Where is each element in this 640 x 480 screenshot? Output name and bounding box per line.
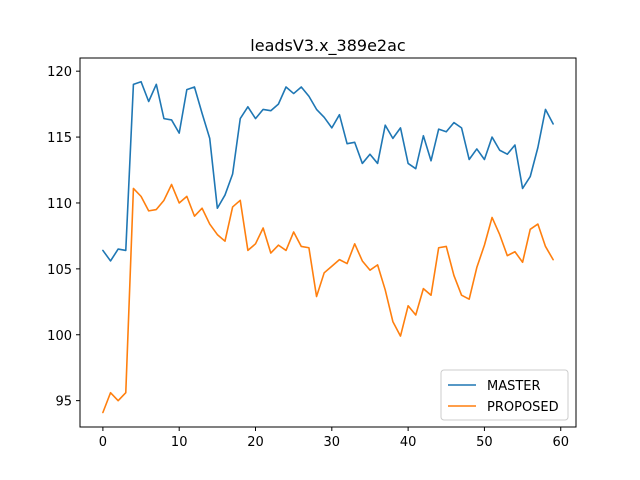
- ticks-layer: 0 10 20 30 40 50 60 95 100 105 110 115 120: [47, 65, 569, 450]
- x-tick-label: 40: [400, 435, 417, 450]
- y-tick-label: 100: [47, 329, 72, 344]
- x-tick-label: 20: [247, 435, 264, 450]
- legend-label-master: MASTER: [487, 379, 541, 394]
- y-tick-label: 120: [47, 65, 72, 80]
- series-line-master: [102, 80, 554, 262]
- series-line-proposed: [102, 183, 554, 414]
- plot-area-frame: [79, 57, 577, 428]
- x-tick-label: 60: [552, 435, 569, 450]
- x-tick-label: 50: [476, 435, 493, 450]
- legend-label-proposed: PROPOSED: [487, 400, 559, 415]
- legend: MASTER PROPOSED: [440, 369, 569, 421]
- x-tick-label: 0: [99, 435, 107, 450]
- x-tick-label: 10: [171, 435, 188, 450]
- y-tick-label: 95: [55, 395, 72, 410]
- series-layer: [102, 80, 554, 414]
- x-tick-label: 30: [324, 435, 341, 450]
- chart-title: leadsV3.x_389e2ac: [250, 36, 405, 56]
- y-tick-label: 115: [47, 131, 72, 146]
- legend-box: [440, 369, 569, 421]
- y-tick-label: 105: [47, 263, 72, 278]
- y-tick-label: 110: [47, 197, 72, 212]
